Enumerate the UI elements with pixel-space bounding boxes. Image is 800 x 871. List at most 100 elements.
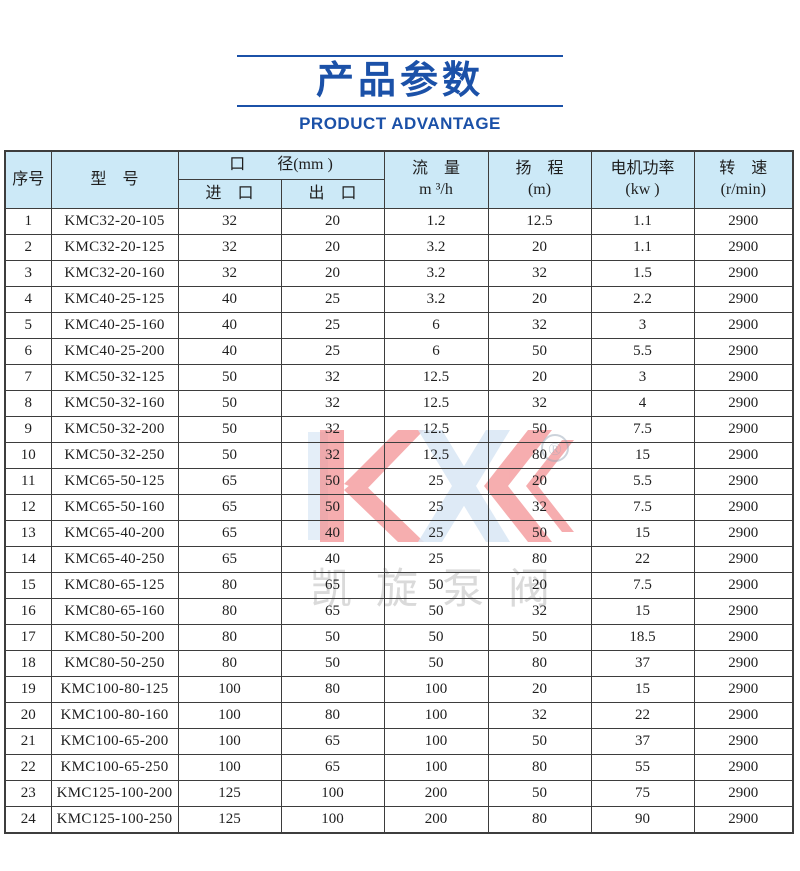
cell-flow: 50 (383, 598, 489, 625)
cell-flow: 25 (383, 546, 489, 573)
table-row: 20 KMC100-80-160 100 80 100 32 22 2900 (4, 702, 794, 729)
cell-head: 20 (487, 572, 592, 599)
cell-speed: 2900 (693, 260, 794, 287)
cell-power: 22 (590, 702, 695, 729)
cell-model: KMC80-65-125 (50, 572, 179, 599)
cell-flow: 25 (383, 494, 489, 521)
cell-model: KMC100-80-125 (50, 676, 179, 703)
cell-inlet: 80 (177, 572, 282, 599)
cell-inlet: 32 (177, 234, 282, 261)
cell-outlet: 32 (280, 442, 385, 469)
cell-outlet: 50 (280, 650, 385, 677)
title-divider-top (237, 55, 563, 57)
header-head: 扬 程 (m) (487, 150, 592, 209)
cell-flow: 50 (383, 572, 489, 599)
cell-speed: 2900 (693, 676, 794, 703)
cell-speed: 2900 (693, 754, 794, 781)
cell-outlet: 40 (280, 546, 385, 573)
product-parameters-table: 序号 型 号 口 径(mm ) 流 量 m ³/h 扬 程 (m) 电机功率 (… (4, 150, 794, 834)
cell-power: 3 (590, 312, 695, 339)
cell-head: 32 (487, 702, 592, 729)
cell-flow: 25 (383, 468, 489, 495)
cell-power: 18.5 (590, 624, 695, 651)
table-row: 10 KMC50-32-250 50 32 12.5 80 15 2900 (4, 442, 794, 469)
cell-power: 3 (590, 364, 695, 391)
cell-inlet: 32 (177, 208, 282, 235)
cell-flow: 25 (383, 520, 489, 547)
table-row: 12 KMC65-50-160 65 50 25 32 7.5 2900 (4, 494, 794, 521)
cell-outlet: 40 (280, 520, 385, 547)
cell-head: 80 (487, 754, 592, 781)
cell-flow: 12.5 (383, 416, 489, 443)
cell-power: 75 (590, 780, 695, 807)
header-speed: 转 速 (r/min) (693, 150, 794, 209)
table-row: 22 KMC100-65-250 100 65 100 80 55 2900 (4, 754, 794, 781)
cell-head: 20 (487, 676, 592, 703)
table-row: 18 KMC80-50-250 80 50 50 80 37 2900 (4, 650, 794, 677)
section-title-block: 产品参数 PRODUCT ADVANTAGE (237, 55, 563, 134)
cell-power: 1.1 (590, 208, 695, 235)
cell-no: 6 (4, 338, 52, 365)
cell-no: 20 (4, 702, 52, 729)
cell-outlet: 65 (280, 598, 385, 625)
header-diameter-group: 口 径(mm ) (177, 150, 385, 180)
cell-outlet: 65 (280, 572, 385, 599)
cell-inlet: 65 (177, 468, 282, 495)
cell-inlet: 65 (177, 494, 282, 521)
cell-power: 22 (590, 546, 695, 573)
cell-speed: 2900 (693, 702, 794, 729)
cell-head: 20 (487, 286, 592, 313)
cell-power: 7.5 (590, 416, 695, 443)
cell-power: 7.5 (590, 494, 695, 521)
cell-speed: 2900 (693, 728, 794, 755)
cell-inlet: 32 (177, 260, 282, 287)
cell-power: 5.5 (590, 468, 695, 495)
table-row: 21 KMC100-65-200 100 65 100 50 37 2900 (4, 728, 794, 755)
cell-no: 17 (4, 624, 52, 651)
cell-power: 15 (590, 676, 695, 703)
cell-inlet: 125 (177, 806, 282, 834)
cell-flow: 3.2 (383, 286, 489, 313)
cell-outlet: 32 (280, 390, 385, 417)
cell-speed: 2900 (693, 468, 794, 495)
cell-head: 80 (487, 806, 592, 834)
table-row: 24 KMC125-100-250 125 100 200 80 90 2900 (4, 806, 794, 834)
cell-flow: 200 (383, 780, 489, 807)
cell-no: 21 (4, 728, 52, 755)
cell-speed: 2900 (693, 338, 794, 365)
cell-speed: 2900 (693, 442, 794, 469)
cell-no: 8 (4, 390, 52, 417)
header-power: 电机功率 (kw ) (590, 150, 695, 209)
cell-outlet: 80 (280, 702, 385, 729)
cell-flow: 50 (383, 650, 489, 677)
cell-flow: 100 (383, 754, 489, 781)
cell-no: 18 (4, 650, 52, 677)
table-row: 7 KMC50-32-125 50 32 12.5 20 3 2900 (4, 364, 794, 391)
cell-flow: 50 (383, 624, 489, 651)
cell-outlet: 100 (280, 780, 385, 807)
cell-head: 80 (487, 546, 592, 573)
cell-inlet: 100 (177, 702, 282, 729)
header-model: 型 号 (50, 150, 179, 209)
cell-speed: 2900 (693, 390, 794, 417)
cell-no: 2 (4, 234, 52, 261)
cell-flow: 200 (383, 806, 489, 834)
cell-no: 19 (4, 676, 52, 703)
cell-flow: 3.2 (383, 260, 489, 287)
cell-head: 32 (487, 390, 592, 417)
cell-head: 32 (487, 494, 592, 521)
cell-outlet: 65 (280, 754, 385, 781)
table-row: 4 KMC40-25-125 40 25 3.2 20 2.2 2900 (4, 286, 794, 313)
cell-flow: 12.5 (383, 390, 489, 417)
table-row: 5 KMC40-25-160 40 25 6 32 3 2900 (4, 312, 794, 339)
table-row: 13 KMC65-40-200 65 40 25 50 15 2900 (4, 520, 794, 547)
header-speed-line1: 转 速 (719, 160, 768, 178)
cell-speed: 2900 (693, 598, 794, 625)
cell-flow: 12.5 (383, 442, 489, 469)
cell-no: 16 (4, 598, 52, 625)
cell-inlet: 50 (177, 442, 282, 469)
cell-head: 80 (487, 442, 592, 469)
cell-model: KMC65-50-160 (50, 494, 179, 521)
cell-outlet: 32 (280, 364, 385, 391)
cell-power: 37 (590, 728, 695, 755)
